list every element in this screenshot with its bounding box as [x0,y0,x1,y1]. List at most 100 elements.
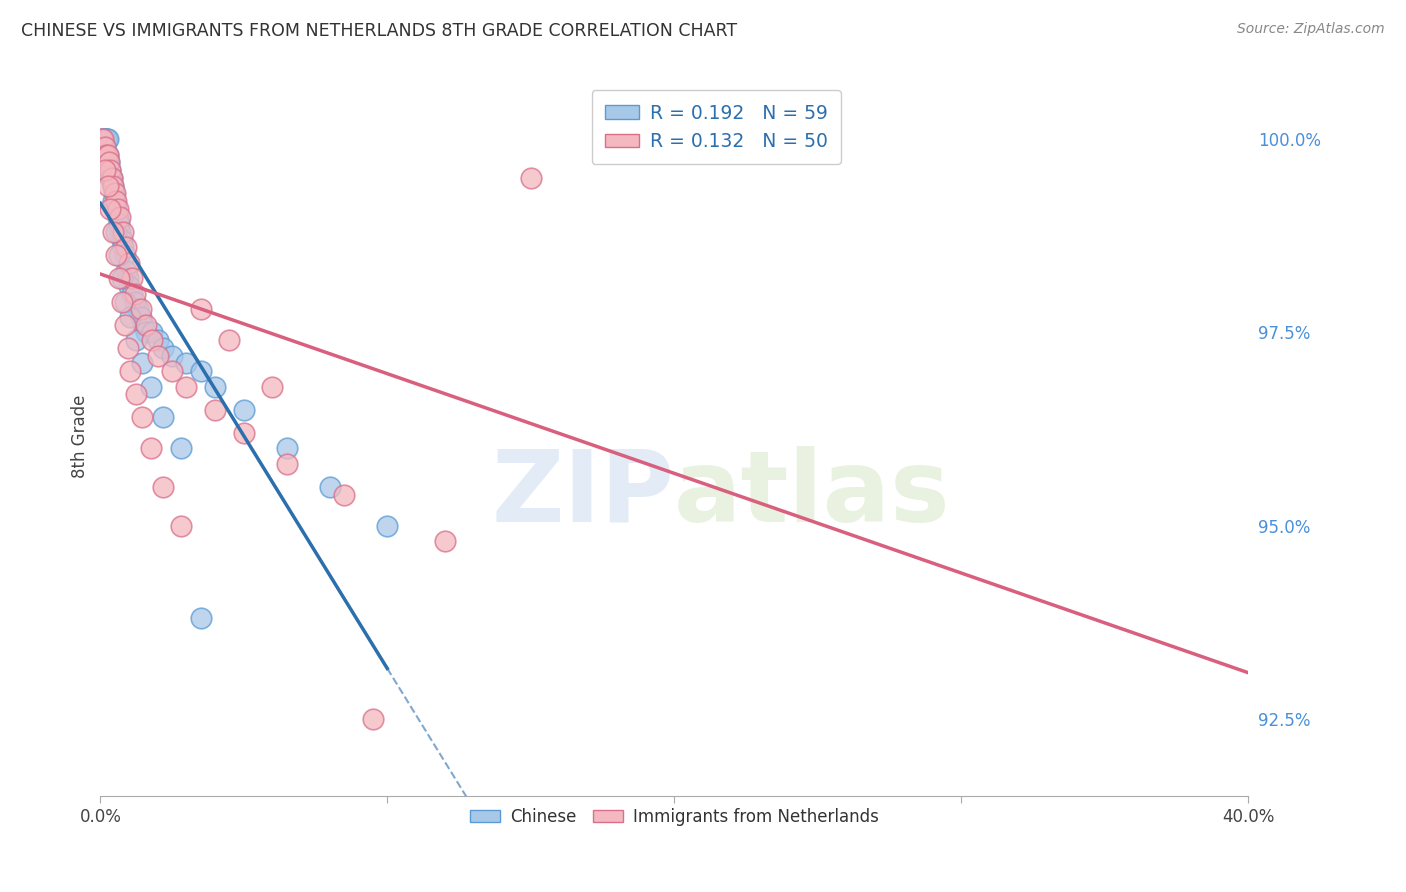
Point [170,442,193,456]
Point [124,294,146,309]
Point [146,349,169,363]
Point [121,271,143,285]
Point [103,225,125,239]
Point [519,170,541,185]
Point [176,356,198,370]
Point [100,170,122,185]
Point [91,132,114,146]
Point [93,140,115,154]
Point [118,279,141,293]
Point [262,379,284,393]
Point [110,210,132,224]
Point [218,333,240,347]
Point [135,318,157,332]
Point [97,155,120,169]
Point [152,480,174,494]
Point [100,170,122,185]
Point [104,194,127,208]
Point [129,310,152,324]
Point [101,170,124,185]
Point [90,132,112,146]
Point [111,294,134,309]
Point [124,286,146,301]
Point [141,333,163,347]
Point [114,318,136,332]
Point [131,410,153,425]
Point [110,225,132,239]
Point [361,712,384,726]
Point [112,240,135,254]
Point [93,132,115,146]
Point [103,178,125,193]
Y-axis label: 8th Grade: 8th Grade [72,395,89,478]
Point [94,147,117,161]
Point [115,263,138,277]
Point [112,225,135,239]
Point [100,202,122,216]
Point [319,480,342,494]
Point [132,318,155,332]
Point [97,147,120,161]
Point [96,155,118,169]
Point [105,194,128,208]
Point [114,294,136,309]
Point [152,410,174,425]
Text: ZIP: ZIP [491,446,673,542]
Point [232,425,254,440]
Point [90,132,112,146]
Point [120,364,142,378]
Point [141,326,163,340]
Point [96,132,118,146]
Point [107,210,129,224]
Point [104,186,127,201]
Point [108,271,131,285]
Point [135,326,157,340]
Point [204,402,226,417]
Point [662,132,685,146]
Point [111,271,134,285]
Point [103,194,125,208]
Point [276,457,298,471]
Point [146,333,169,347]
Point [160,349,183,363]
Point [101,170,124,185]
Point [111,233,134,247]
Point [108,248,131,262]
Point [170,518,193,533]
Point [105,225,128,239]
Point [93,163,115,178]
Text: CHINESE VS IMMIGRANTS FROM NETHERLANDS 8TH GRADE CORRELATION CHART: CHINESE VS IMMIGRANTS FROM NETHERLANDS 8… [21,22,737,40]
Point [120,310,142,324]
Point [96,178,118,193]
Point [91,132,114,146]
Point [190,364,212,378]
Point [115,240,138,254]
Point [103,178,125,193]
Point [103,186,125,201]
Point [176,379,198,393]
Point [93,140,115,154]
Point [333,488,356,502]
Point [139,379,162,393]
Point [129,302,152,317]
Point [100,163,122,178]
Point [433,534,456,549]
Point [125,333,148,347]
Point [375,518,398,533]
Legend: Chinese, Immigrants from Netherlands: Chinese, Immigrants from Netherlands [461,800,887,835]
Point [96,147,118,161]
Point [118,256,141,270]
Point [114,248,136,262]
Point [91,132,114,146]
Point [204,379,226,393]
Point [96,132,118,146]
Text: Source: ZipAtlas.com: Source: ZipAtlas.com [1237,22,1385,37]
Point [190,611,212,625]
Point [97,155,120,169]
Point [94,132,117,146]
Point [117,341,139,355]
Point [94,132,117,146]
Point [100,163,122,178]
Point [190,302,212,317]
Point [117,271,139,285]
